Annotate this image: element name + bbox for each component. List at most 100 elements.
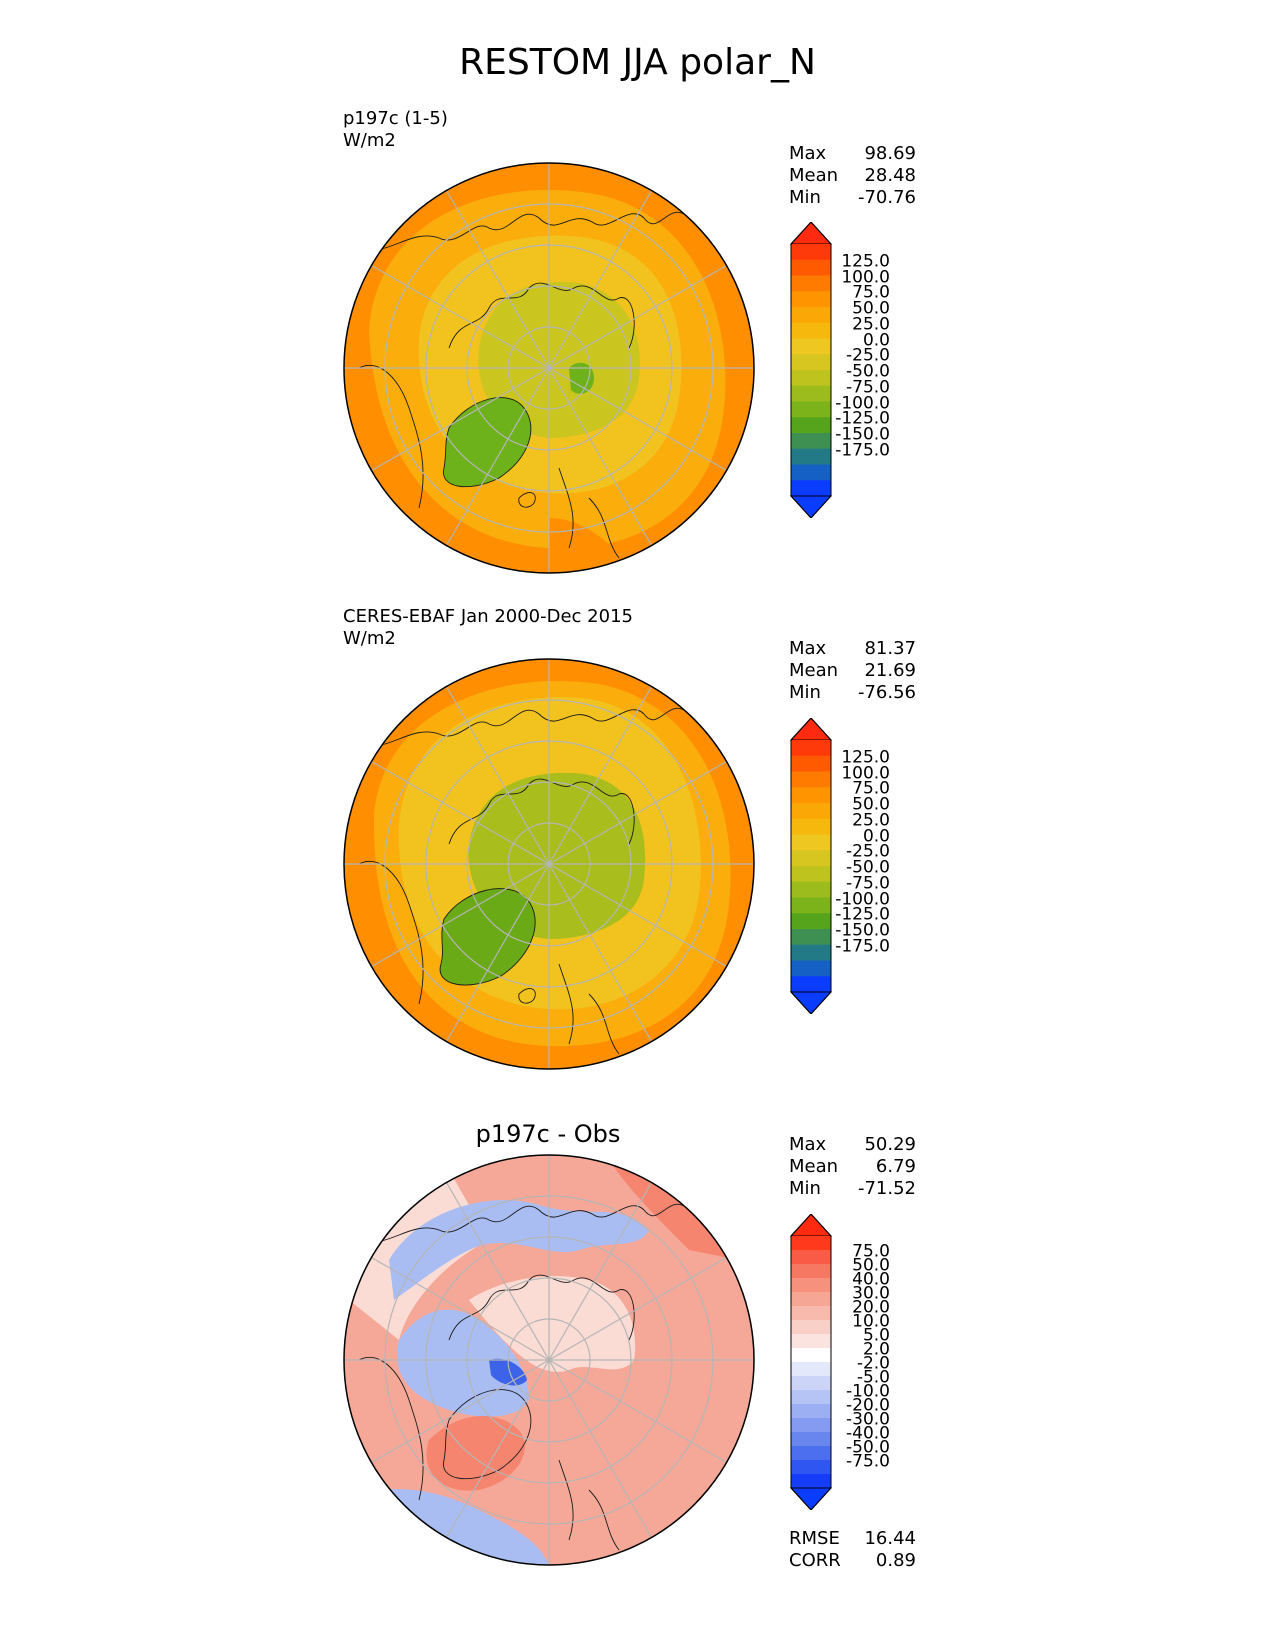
colorbar-segment [791,244,831,261]
colorbar-ticks-2: 125.0 100.0 75.0 50.0 25.0 0.0 -25.0 -50.0 -75.0… [828,718,890,1014]
colorbar-under-triangle [789,991,833,1014]
negative-band-north [389,1200,649,1300]
colorbar-segment [791,1236,831,1251]
colorbar-segment [791,1362,831,1377]
polar-map-obs [343,658,755,1070]
colorbar-segment [791,1474,831,1489]
min-label: Min [789,1178,821,1199]
colorbar-tick-label: -75.0 [846,1451,890,1472]
colorbar-tick-label: 75.0 [852,282,890,303]
colorbar-outline [790,718,832,1014]
panel-2-units: W/m2 [343,628,396,649]
colorbar-segment [791,834,831,851]
colorbar-segment [791,275,831,292]
colorbar-segment [791,1348,831,1363]
max-value: 81.37 [864,638,916,659]
panel-1-label: p197c (1-5) W/m2 [343,108,448,152]
colorbar-field-1 [789,222,833,518]
panel-1-stats: Max 98.69 Mean 28.48 Min -70.76 [789,143,916,209]
positive-region-northeast [609,1160,739,1260]
panel-2-label: CERES-EBAF Jan 2000-Dec 2015 W/m2 [343,606,633,650]
colorbar-segment [791,1264,831,1279]
difference-metrics: RMSE 16.44 CORR 0.89 [789,1528,916,1572]
colorbar-segment [791,480,831,497]
colorbar-tick-label: -40.0 [846,1423,890,1444]
colorbar-segment [791,291,831,308]
colorbar-tick-label: 0.0 [862,330,890,350]
colorbar-segment [791,1320,831,1335]
colorbar-segment [791,1334,831,1349]
panel-1-case-name: p197c (1-5) [343,108,448,129]
colorbar-segment [791,401,831,418]
colorbar-segment [791,944,831,961]
arctic-ocean-region [478,281,640,438]
colorbar-tick-label: 5.0 [862,1325,890,1346]
colorbar-tick-label: -125.0 [835,904,890,925]
colorbar-segment [791,771,831,788]
colorbar-tick-label: -20.0 [846,1395,890,1416]
corr-value: 0.89 [875,1550,916,1571]
figure-title: RESTOM JJA polar_N [459,42,816,83]
colorbar-tick-label: -5.0 [856,1367,890,1388]
colorbar-segment [791,740,831,757]
arctic-green-patch [569,362,594,394]
colorbar-segment [791,354,831,371]
colorbar-tick-label: 50.0 [852,794,890,815]
colorbar-ticks-1: 125.0 100.0 75.0 50.0 25.0 0.0 -25.0 -50.0 -75.0… [828,222,890,518]
colorbar-ticks-difference: 75.0 50.0 40.0 30.0 20.0 10.0 5.0 2.0 -2.0 -5.0 -1… [828,1214,890,1510]
colorbar-segment [791,803,831,820]
max-label: Max [789,638,827,659]
colorbar-tick-label: -175.0 [835,440,890,461]
colorbar-tick-label: 25.0 [852,810,890,831]
colorbar-over-triangle [789,718,833,741]
colorbar-tick-label: -100.0 [835,393,890,413]
colorbar-tick-label: 100.0 [841,267,890,287]
max-label: Max [789,143,827,164]
rmse-label: RMSE [789,1528,840,1549]
colorbar-tick-label: 75.0 [852,778,890,799]
colorbar-over-triangle [789,1214,833,1237]
colorbar-tick-label: 2.0 [862,1339,890,1360]
colorbar-segment [791,1292,831,1307]
min-value: -76.56 [857,682,916,703]
colorbar-tick-label: -10.0 [846,1381,890,1402]
min-label: Min [789,187,821,208]
colorbar-tick-label: -125.0 [835,408,890,429]
colorbar-segment [791,976,831,993]
colorbar-segment [791,259,831,276]
colorbar-tick-label: -25.0 [846,345,890,366]
siberia-warm-region [549,518,629,573]
colorbar-segment [791,897,831,914]
colorbar-under-triangle [789,495,833,518]
colorbar-segment [791,1418,831,1433]
colorbar-segment [791,338,831,355]
colorbar-segment [791,322,831,339]
colorbar-segment [791,1390,831,1405]
mean-label: Mean [789,165,839,186]
colorbar-segment [791,417,831,434]
colorbar-segment [791,1376,831,1391]
max-label: Max [789,1134,827,1155]
polar-map-model [343,162,755,574]
map-boundary [343,162,755,574]
colorbar-segment [791,850,831,867]
colorbar-outline [790,1214,832,1510]
colorbar-field-2 [789,718,833,1014]
colorbar-tick-label: -75.0 [846,377,890,398]
colorbar-tick-label: -150.0 [835,424,890,445]
colorbar-tick-label: 40.0 [852,1269,890,1290]
colorbar-segment [791,929,831,946]
colorbar-over-triangle [789,222,833,245]
colorbar-difference [789,1214,833,1510]
colorbar-tick-label: 0.0 [862,826,890,846]
mean-value: 28.48 [864,165,916,186]
mean-label: Mean [789,660,839,681]
min-value: -70.76 [857,187,916,208]
colorbar-segment [791,448,831,465]
colorbar-tick-label: 75.0 [852,1241,890,1262]
panel-2-obs-name: CERES-EBAF Jan 2000-Dec 2015 [343,606,633,627]
colorbar-segment [791,370,831,387]
colorbar-tick-label: 50.0 [852,1255,890,1276]
colorbar-tick-label: 125.0 [841,747,890,768]
colorbar-outline [790,222,832,518]
